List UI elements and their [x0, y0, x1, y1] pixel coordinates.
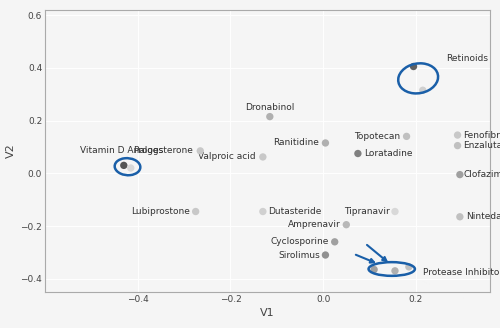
Point [405, 264, 413, 270]
Text: Lubiprostone: Lubiprostone [131, 207, 190, 216]
X-axis label: V1: V1 [260, 308, 275, 318]
Point [354, 151, 362, 156]
Text: Tipranavir: Tipranavir [344, 207, 390, 216]
Point [454, 143, 462, 148]
Text: Dronabinol: Dronabinol [245, 103, 294, 112]
Text: Sirolimus: Sirolimus [278, 251, 320, 259]
Text: Loratadine: Loratadine [364, 149, 412, 158]
Text: Clofazimine: Clofazimine [464, 170, 500, 179]
Point [454, 133, 462, 138]
Point [196, 148, 204, 154]
Text: Nintedanib: Nintedanib [466, 212, 500, 221]
Point [120, 163, 128, 168]
Text: Topotecan: Topotecan [354, 132, 401, 141]
Text: Vitamin D Analogs: Vitamin D Analogs [80, 146, 163, 155]
Point [419, 88, 427, 93]
Point [370, 267, 378, 272]
Text: Retinoids: Retinoids [446, 54, 488, 63]
Point [456, 172, 464, 177]
Text: Valproic acid: Valproic acid [198, 153, 256, 161]
Point [259, 209, 267, 214]
Point [342, 222, 350, 227]
Text: Dutasteride: Dutasteride [268, 207, 322, 216]
Point [127, 165, 135, 171]
Point [456, 214, 464, 219]
Point [330, 239, 338, 244]
Text: Amprenavir: Amprenavir [288, 220, 341, 229]
Point [410, 64, 418, 69]
Point [402, 134, 410, 139]
Point [266, 114, 274, 119]
Point [391, 268, 399, 274]
Text: Enzalutamide: Enzalutamide [464, 141, 500, 150]
Text: Ranitidine: Ranitidine [274, 138, 320, 148]
Text: Progesterone: Progesterone [134, 146, 194, 155]
Y-axis label: V2: V2 [6, 144, 16, 158]
Text: Fenofibrate: Fenofibrate [464, 131, 500, 139]
Point [391, 209, 399, 214]
Point [192, 209, 200, 214]
Point [322, 252, 330, 257]
Text: Protease Inhibitors: Protease Inhibitors [423, 268, 500, 277]
Text: Cyclosporine: Cyclosporine [271, 237, 329, 246]
Point [322, 140, 330, 146]
Point [259, 154, 267, 159]
